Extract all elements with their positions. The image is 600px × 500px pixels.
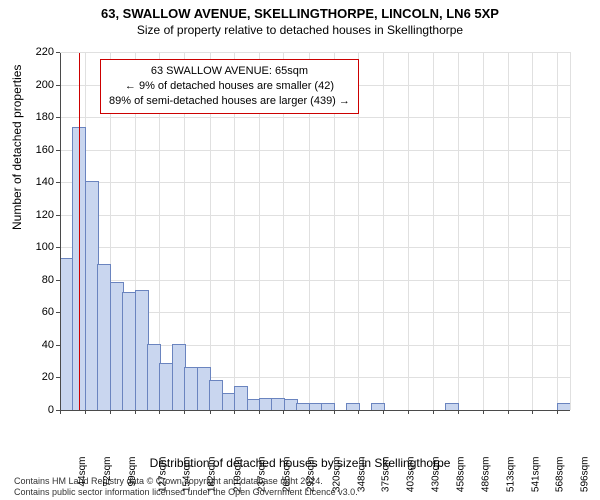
x-tick-label: 348sqm [357, 457, 368, 493]
grid-line-horizontal [60, 182, 570, 183]
annotation-box: 63 SWALLOW AVENUE: 65sqm← 9% of detached… [100, 59, 359, 114]
property-marker-line [79, 52, 81, 410]
x-tick-label: 237sqm [256, 457, 267, 493]
grid-line-vertical [433, 52, 434, 410]
grid-line-vertical [508, 52, 509, 410]
grid-line-horizontal [60, 150, 570, 151]
y-tick-label: 140 [36, 176, 54, 188]
grid-line-horizontal [60, 215, 570, 216]
histogram-bar [371, 403, 385, 411]
x-tick-label: 458sqm [456, 457, 467, 493]
grid-line-vertical [483, 52, 484, 410]
x-tick-label: 568sqm [555, 457, 566, 493]
x-tick-label: 72sqm [102, 457, 113, 487]
grid-line-horizontal [60, 247, 570, 248]
grid-line-vertical [408, 52, 409, 410]
chart-subtitle: Size of property relative to detached ho… [0, 21, 600, 37]
x-tick-label: 182sqm [207, 457, 218, 493]
grid-line-vertical [532, 52, 533, 410]
y-tick-label: 20 [42, 371, 54, 383]
y-tick-label: 160 [36, 144, 54, 156]
x-tick-label: 486sqm [481, 457, 492, 493]
x-tick-label: 375sqm [381, 457, 392, 493]
y-tick-label: 40 [42, 339, 54, 351]
y-axis-line [60, 52, 61, 410]
y-tick-label: 80 [42, 274, 54, 286]
x-tick-label: 44sqm [77, 457, 88, 487]
grid-line-vertical [458, 52, 459, 410]
chart-container: 63, SWALLOW AVENUE, SKELLINGTHORPE, LINC… [0, 0, 600, 500]
y-tick-label: 220 [36, 46, 54, 58]
y-tick-label: 60 [42, 306, 54, 318]
x-tick-label: 99sqm [127, 457, 138, 487]
x-tick-label: 541sqm [530, 457, 541, 493]
y-tick-label: 180 [36, 111, 54, 123]
annotation-line-3: 89% of semi-detached houses are larger (… [109, 94, 350, 109]
grid-line-horizontal [60, 117, 570, 118]
grid-line-horizontal [60, 280, 570, 281]
top-axis-line [60, 52, 570, 53]
x-tick-label: 292sqm [306, 457, 317, 493]
x-tick-label: 320sqm [331, 457, 342, 493]
x-tick-label: 265sqm [282, 457, 293, 493]
histogram-bar [321, 403, 335, 411]
x-tick-label: 210sqm [232, 457, 243, 493]
annotation-line-1: 63 SWALLOW AVENUE: 65sqm [109, 64, 350, 79]
y-tick-label: 120 [36, 209, 54, 221]
y-tick-label: 0 [48, 404, 54, 416]
x-tick-label: 596sqm [580, 457, 591, 493]
x-tick-label: 513sqm [505, 457, 516, 493]
y-tick-label: 100 [36, 241, 54, 253]
y-tick-label: 200 [36, 79, 54, 91]
x-tick-label: 403sqm [406, 457, 417, 493]
x-tick-label: 430sqm [430, 457, 441, 493]
right-axis-line [570, 52, 571, 410]
y-axis-label: Number of detached properties [10, 65, 24, 230]
x-axis-line [60, 410, 570, 411]
x-tick-label: 127sqm [157, 457, 168, 493]
plot-area: 63 SWALLOW AVENUE: 65sqm← 9% of detached… [60, 52, 570, 410]
grid-line-vertical [383, 52, 384, 410]
chart-title: 63, SWALLOW AVENUE, SKELLINGTHORPE, LINC… [0, 0, 600, 21]
histogram-bar [445, 403, 459, 411]
annotation-line-2: ← 9% of detached houses are smaller (42) [109, 79, 350, 94]
histogram-bar [346, 403, 360, 411]
x-tick-label: 154sqm [182, 457, 193, 493]
grid-line-vertical [557, 52, 558, 410]
